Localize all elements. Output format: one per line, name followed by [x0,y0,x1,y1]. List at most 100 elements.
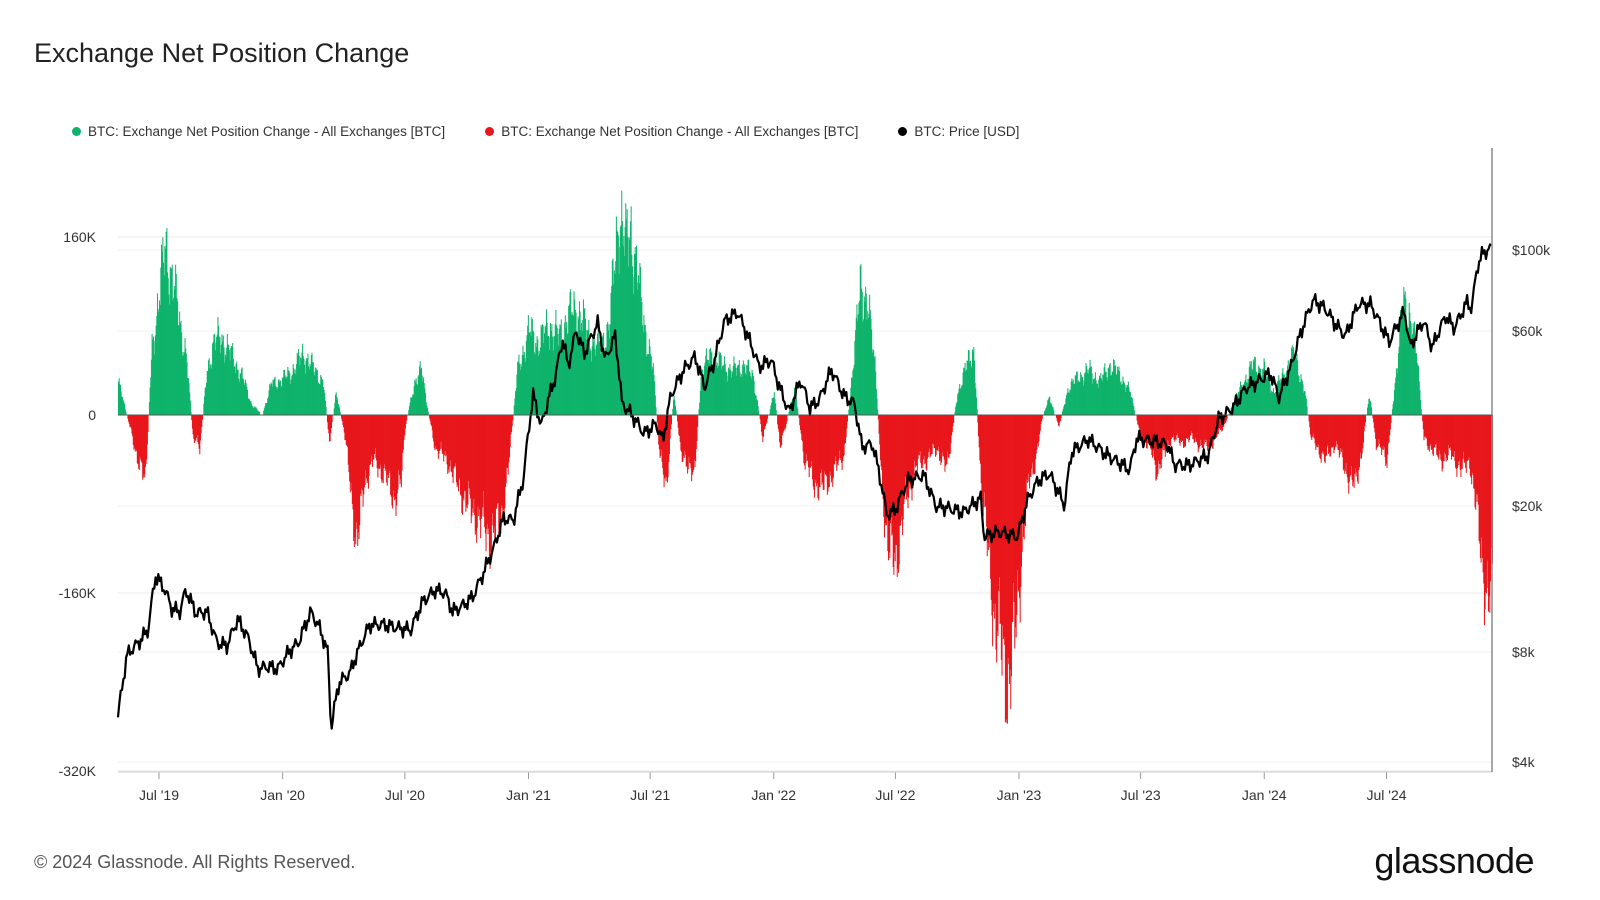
bar-outflow [668,415,670,463]
bar-outflow [478,415,480,510]
bar-inflow [208,358,210,415]
bar-inflow [619,246,621,415]
bar-outflow [931,415,933,454]
bar-inflow [161,251,163,415]
bar-inflow [236,361,238,415]
bar-inflow [257,410,259,415]
bar-inflow [529,331,531,415]
bar-outflow [376,415,378,469]
bar-outflow [1479,415,1481,559]
bar-outflow [1033,415,1035,475]
bar-outflow [447,415,449,474]
bar-outflow [924,415,926,465]
bar-inflow [252,406,254,415]
bar-outflow [1481,415,1483,559]
bar-outflow [921,415,923,465]
bar-inflow [211,364,213,415]
bar-outflow [1329,415,1331,457]
bar-outflow [351,415,353,491]
bar-outflow [809,415,811,468]
bar-inflow [971,349,973,415]
bar-outflow [1136,415,1138,421]
bar-inflow [1095,380,1097,415]
bar-outflow [937,415,939,447]
bar-inflow [848,409,850,415]
bar-outflow [366,415,368,484]
bar-outflow [1330,415,1332,457]
bar-outflow [1202,415,1204,448]
bar-outflow [345,415,347,441]
bar-inflow [206,371,208,415]
bar-outflow [1358,415,1360,470]
bar-outflow [391,415,393,506]
bar-inflow [756,399,758,415]
bar-outflow [986,415,988,527]
bar-outflow [930,415,932,456]
bar-outflow [1144,415,1146,443]
bar-outflow [1193,415,1195,440]
bar-outflow [1162,415,1164,451]
bar-inflow [616,230,618,415]
bar-outflow [1430,415,1432,450]
bar-inflow [421,375,423,415]
bar-inflow [248,399,250,415]
bar-outflow [1189,415,1191,436]
bar-inflow [531,317,533,415]
bar-inflow [869,294,871,415]
bar-inflow [322,387,324,415]
bar-outflow [363,415,365,495]
bar-inflow [701,369,703,415]
bar-inflow [738,364,740,415]
bar-outflow [1331,415,1333,448]
bar-inflow [317,382,319,415]
bar-inflow [230,345,232,415]
bar-inflow [556,327,558,415]
bar-outflow [1486,415,1488,561]
copyright-footer: © 2024 Glassnode. All Rights Reserved. [34,852,356,872]
bar-inflow [179,311,181,415]
bar-inflow [1403,294,1405,415]
legend-item-price[interactable]: BTC: Price [USD] [898,124,1019,139]
left-axis-tick-label: -160K [59,585,97,601]
bar-inflow [957,392,959,415]
bar-inflow [170,268,172,415]
bar-outflow [191,415,193,429]
bar-outflow [836,415,838,465]
legend-item-inflow[interactable]: BTC: Exchange Net Position Change - All … [72,124,445,139]
bar-inflow [549,336,551,415]
bar-outflow [1186,415,1188,440]
bar-outflow [1317,415,1319,447]
bar-outflow [689,415,691,464]
bar-inflow [1078,381,1080,415]
bar-inflow [213,334,215,415]
bar-outflow [839,415,841,459]
bar-outflow [1178,415,1180,438]
bar-outflow [1311,415,1313,440]
legend-item-outflow[interactable]: BTC: Exchange Net Position Change - All … [485,124,858,139]
bar-outflow [1427,415,1429,451]
bar-inflow [1394,382,1396,415]
bar-inflow [1102,375,1104,415]
bar-outflow [1156,415,1158,480]
bar-inflow [564,322,566,415]
bar-outflow [1014,415,1016,628]
bar-inflow [310,366,312,415]
bar-inflow [1303,392,1305,415]
bar-outflow [396,415,398,494]
bar-outflow [819,415,821,488]
bar-inflow [1088,368,1090,415]
bar-outflow [681,415,683,452]
bar-inflow [1294,358,1296,415]
bar-outflow [1193,415,1195,443]
bar-inflow [1068,393,1070,415]
bar-inflow [256,408,258,415]
bar-outflow [357,415,359,533]
bar-outflow [341,415,343,421]
bar-inflow [1091,373,1093,415]
bar-inflow [1276,386,1278,415]
bar-outflow [390,415,392,495]
bar-outflow [1203,415,1205,452]
bar-outflow [378,415,380,469]
bar-inflow [720,352,722,415]
